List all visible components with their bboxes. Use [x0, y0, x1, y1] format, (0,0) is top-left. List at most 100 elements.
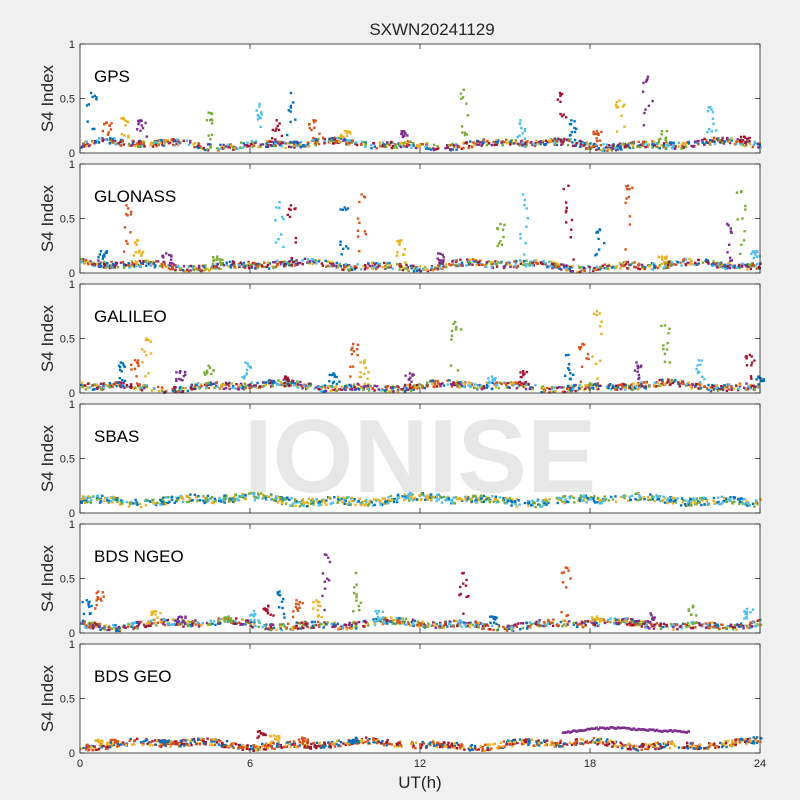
data-point — [506, 142, 509, 145]
data-point — [367, 262, 370, 265]
data-point — [388, 264, 391, 267]
spike-point — [121, 362, 124, 365]
spike-point — [596, 230, 599, 234]
spike-point — [95, 98, 98, 101]
data-point — [580, 622, 584, 625]
data-point — [629, 498, 632, 501]
data-point — [220, 617, 223, 621]
spike-point — [460, 125, 464, 128]
data-point — [160, 263, 163, 266]
data-point — [718, 138, 721, 142]
data-point — [672, 144, 675, 148]
data-point — [450, 148, 453, 151]
spike-point — [138, 383, 141, 386]
data-point — [102, 260, 106, 264]
data-point — [497, 261, 500, 264]
data-point — [215, 265, 218, 268]
data-point — [241, 618, 244, 621]
data-point — [155, 144, 158, 148]
data-point — [487, 628, 490, 631]
data-point — [239, 141, 243, 144]
data-point — [105, 138, 109, 141]
data-point — [364, 502, 368, 505]
data-point — [310, 258, 314, 261]
data-point — [583, 142, 587, 145]
data-point — [189, 269, 192, 272]
data-point — [497, 139, 500, 142]
data-point — [350, 627, 353, 630]
data-point — [300, 385, 303, 388]
data-point — [280, 501, 284, 505]
spike-point — [466, 114, 470, 117]
data-point — [574, 389, 577, 393]
spike-point — [91, 127, 94, 131]
data-point — [429, 379, 432, 383]
data-point — [408, 383, 412, 386]
data-point — [122, 263, 126, 266]
data-point — [668, 497, 671, 500]
spike-point — [523, 204, 526, 207]
data-point — [197, 382, 200, 385]
data-point — [360, 140, 364, 143]
data-point — [197, 146, 200, 150]
data-point — [385, 266, 389, 269]
data-point — [212, 501, 216, 505]
data-point — [107, 499, 110, 503]
spike-point — [664, 260, 668, 264]
data-point — [313, 620, 317, 624]
spike-point — [294, 118, 297, 121]
data-point — [635, 624, 638, 627]
data-point — [558, 267, 561, 270]
data-point — [452, 624, 455, 627]
data-point — [590, 496, 593, 499]
data-point — [446, 497, 449, 500]
data-point — [81, 381, 84, 384]
data-point — [560, 143, 563, 147]
spike-peak-point — [709, 106, 712, 109]
data-point — [314, 386, 318, 389]
data-point — [475, 498, 478, 502]
data-point — [154, 143, 158, 146]
data-point — [195, 145, 198, 149]
data-point — [378, 141, 381, 144]
data-point — [715, 264, 718, 267]
spike-point — [141, 361, 144, 364]
spike-point — [744, 208, 747, 211]
data-point — [498, 381, 501, 384]
data-point — [198, 265, 201, 269]
data-point — [429, 148, 433, 151]
data-point — [691, 383, 695, 386]
data-point — [334, 624, 337, 628]
data-point — [449, 382, 453, 386]
data-point — [529, 621, 532, 624]
data-point — [684, 145, 688, 148]
data-point — [91, 384, 94, 387]
spike-peak-point — [581, 342, 584, 346]
data-point — [220, 384, 223, 387]
data-point — [360, 503, 363, 506]
data-point — [375, 262, 378, 265]
data-point — [109, 140, 112, 143]
data-point — [252, 144, 256, 147]
data-point — [329, 389, 333, 393]
data-point — [323, 386, 327, 389]
data-point — [451, 263, 454, 266]
data-point — [434, 626, 437, 629]
data-point — [620, 387, 623, 391]
spike-point — [287, 109, 290, 112]
spike-point — [210, 133, 214, 137]
spike-point — [598, 325, 602, 328]
data-point — [467, 497, 470, 501]
spike-peak-point — [570, 119, 573, 122]
data-point — [205, 384, 208, 388]
data-point — [560, 268, 563, 271]
data-point — [433, 382, 437, 385]
data-point — [136, 503, 139, 506]
data-point — [681, 145, 684, 148]
spike-point — [586, 352, 590, 356]
data-point — [581, 625, 584, 629]
data-point — [640, 383, 643, 386]
data-point — [713, 138, 716, 142]
data-point — [455, 259, 459, 262]
data-point — [191, 266, 195, 269]
